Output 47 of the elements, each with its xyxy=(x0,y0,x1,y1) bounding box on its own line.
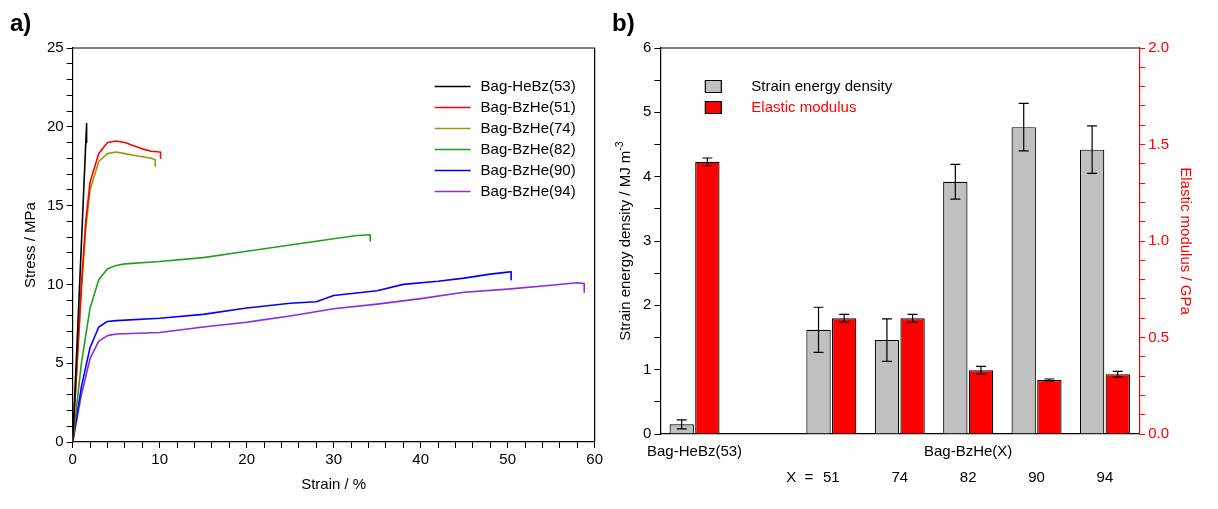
y-tick-label: 25 xyxy=(47,38,64,56)
legend-label: Bag-HeBz(53) xyxy=(480,76,576,94)
legend-label: Strain energy density xyxy=(751,76,893,94)
legend-label: Bag-BzHe(90) xyxy=(480,160,576,178)
y-tick-label: 5 xyxy=(643,102,652,120)
x-axis-title: Strain / % xyxy=(301,475,367,493)
x-tick-label: 74 xyxy=(891,467,909,485)
text: 0.0 xyxy=(1148,424,1170,442)
chart-title: a) xyxy=(10,8,32,36)
chart-title: b) xyxy=(612,8,635,36)
y-tick-label: 6 xyxy=(643,38,652,56)
y-tick-label: 2 xyxy=(643,295,652,313)
x-tick-label: 50 xyxy=(499,450,517,468)
x-tick-label: 40 xyxy=(412,450,430,468)
y-tick-label: 1 xyxy=(643,359,652,377)
x-tick-label: 90 xyxy=(1028,467,1045,485)
y2-tick-label: 2.0 xyxy=(1148,38,1170,56)
legend-label: Bag-BzHe(82) xyxy=(480,139,576,157)
y-tick-label: 5 xyxy=(55,353,64,371)
x-tick-label: 10 xyxy=(151,450,169,468)
x-tick-label: 51 xyxy=(823,467,840,485)
legend-label: Elastic modulus xyxy=(751,97,857,115)
y-tick-label: 10 xyxy=(47,274,64,292)
text: X = xyxy=(786,467,814,485)
x-tick-label: 20 xyxy=(238,450,256,468)
x-tick-label: 60 xyxy=(586,450,603,468)
y2-tick-label: 1.5 xyxy=(1148,134,1170,152)
x-tick-label: Bag-HeBz(53) xyxy=(647,441,743,459)
y-axis-title: Stress / MPa xyxy=(21,201,39,288)
x-tick-label: 0 xyxy=(68,450,77,468)
y-tick-label: 3 xyxy=(643,231,652,249)
y2-tick-label: 1.0 xyxy=(1148,231,1170,249)
x-tick-label: 30 xyxy=(325,450,343,468)
legend-label: Bag-BzHe(74) xyxy=(480,118,576,136)
x-tick-label: 94 xyxy=(1096,467,1114,485)
legend-label: Bag-BzHe(94) xyxy=(480,181,576,199)
legend-label: Bag-BzHe(51) xyxy=(480,97,576,115)
y2-tick-label: 0.5 xyxy=(1148,327,1170,345)
y-tick-label: 4 xyxy=(643,166,652,184)
x-tick-label: 82 xyxy=(959,467,977,485)
text: Bag-BzHe(X) xyxy=(923,441,1013,459)
y2-axis-title: Elastic modulus / GPa xyxy=(1177,167,1195,316)
y-tick-label: 20 xyxy=(47,116,64,134)
y-axis-title: Strain energy density / MJ m-3 xyxy=(612,141,634,341)
y-tick-label: 15 xyxy=(47,195,64,213)
y-tick-label: 0 xyxy=(55,432,64,450)
y-tick-label: 0 xyxy=(643,424,652,442)
